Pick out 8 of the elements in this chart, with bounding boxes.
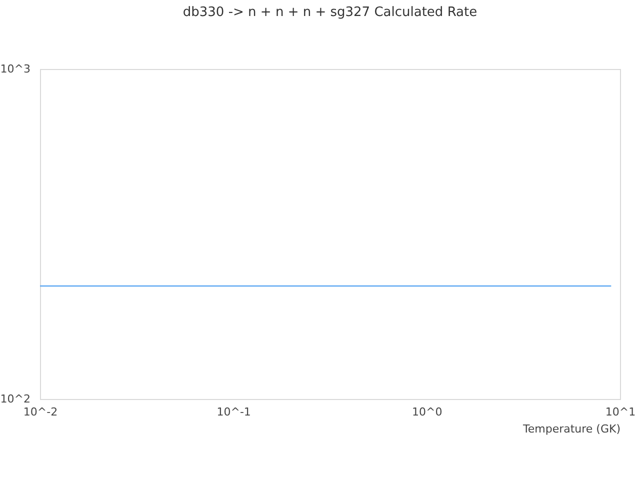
chart-title: db330 -> n + n + n + sg327 Calculated Rate — [182, 5, 478, 20]
x-tick-label: 10^-1 — [216, 406, 251, 418]
y-tick-label: 10^3 — [0, 62, 30, 76]
x-tick-label: 10^1 — [605, 406, 636, 418]
x-tick-label: 10^-2 — [23, 406, 58, 418]
x-axis-title: Temperature (GK) — [522, 422, 620, 436]
y-tick-label: 10^2 — [0, 392, 30, 406]
x-tick-label: 10^0 — [412, 406, 442, 418]
